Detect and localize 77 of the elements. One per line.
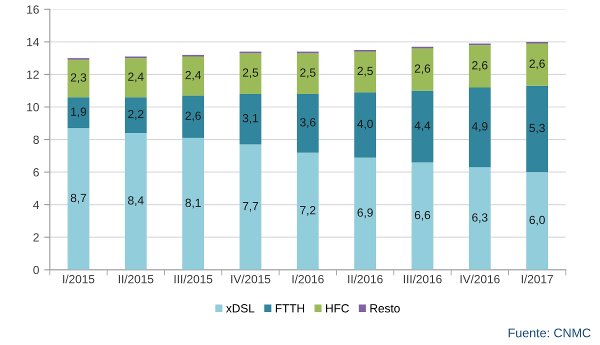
x-tick-label: I/2015 — [63, 274, 94, 284]
bar — [240, 53, 262, 94]
bar — [68, 128, 90, 270]
data-label: 4,4 — [414, 121, 430, 132]
bar — [468, 167, 491, 270]
bar — [412, 48, 434, 91]
bar — [412, 162, 434, 270]
bar — [240, 94, 262, 144]
legend-label: Resto — [370, 304, 400, 313]
y-tick-label: 16 — [27, 5, 39, 14]
bar — [354, 52, 376, 92]
data-label: 6,9 — [358, 208, 373, 218]
legend-label: FTTH — [276, 304, 304, 312]
x-tick-label: IV/2015 — [231, 274, 270, 284]
data-label: 8,1 — [185, 198, 201, 208]
source-note: Fuente: CNMC — [508, 328, 591, 338]
bar — [468, 45, 491, 88]
bar — [182, 138, 204, 270]
x-tick-label: II/2015 — [118, 274, 154, 284]
x-tick-label: I/2016 — [292, 274, 324, 284]
x-tick-label: II/2016 — [348, 274, 383, 284]
data-label: 4,9 — [472, 122, 488, 132]
data-label: 3,6 — [300, 118, 316, 128]
data-label: 7,7 — [242, 202, 258, 212]
data-label: 8,4 — [128, 196, 144, 206]
data-label: 2,5 — [358, 66, 373, 77]
data-label: 2,6 — [414, 64, 430, 74]
y-tick-label: 2 — [33, 233, 39, 242]
data-label: 6,6 — [414, 210, 430, 221]
data-label: 2,2 — [128, 110, 144, 120]
data-label: 2,4 — [128, 72, 144, 82]
legend-label: xDSL — [226, 304, 254, 313]
bar — [526, 172, 548, 270]
data-label: 2,4 — [186, 70, 201, 81]
y-tick-label: 8 — [33, 136, 39, 144]
data-label: 2,5 — [300, 68, 316, 78]
x-tick-label: III/2015 — [174, 274, 212, 284]
bar — [412, 90, 434, 162]
data-label: 6,0 — [530, 216, 545, 226]
y-tick-label: 10 — [27, 103, 39, 112]
bar — [68, 97, 90, 128]
bar — [468, 87, 491, 168]
bar — [354, 157, 376, 270]
bar — [296, 94, 319, 153]
data-label: 8,7 — [70, 194, 86, 204]
data-label: 2,3 — [70, 73, 86, 84]
y-tick-label: 0 — [33, 266, 39, 274]
data-label: 2,6 — [186, 112, 201, 122]
bar — [182, 96, 204, 138]
bar — [526, 44, 548, 86]
x-tick-label: IV/2016 — [460, 274, 500, 284]
bar — [296, 53, 319, 94]
y-tick-label: 4 — [33, 200, 40, 209]
data-label: 4,0 — [357, 120, 373, 130]
data-label: 3,1 — [242, 114, 258, 124]
data-label: 2,5 — [242, 68, 258, 78]
data-label: 7,2 — [300, 206, 316, 216]
bar — [124, 97, 147, 134]
bar — [354, 92, 376, 158]
data-label: 2,6 — [472, 61, 488, 71]
bar — [68, 60, 90, 98]
x-tick-label: I/2017 — [522, 274, 553, 284]
bar — [124, 58, 147, 98]
bar — [296, 152, 319, 270]
bar — [182, 56, 204, 96]
y-tick-label: 14 — [27, 38, 40, 46]
x-tick-label: III/2016 — [404, 274, 442, 284]
data-label: 2,6 — [530, 59, 545, 70]
bar — [124, 133, 147, 270]
bar — [240, 144, 262, 270]
data-label: 6,3 — [472, 213, 488, 224]
data-label: 1,9 — [71, 108, 86, 118]
data-label: 5,3 — [529, 124, 545, 134]
y-tick-label: 6 — [33, 168, 39, 177]
legend-label: HFC — [326, 304, 349, 313]
y-tick-label: 12 — [27, 70, 39, 79]
bar — [526, 86, 548, 172]
